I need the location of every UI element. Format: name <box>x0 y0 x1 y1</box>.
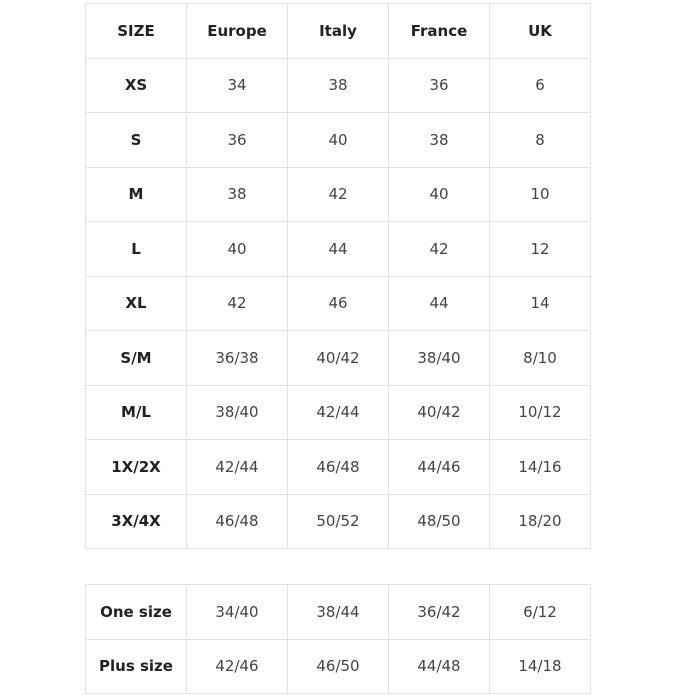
size-value-cell: 48/50 <box>388 493 490 549</box>
column-header: UK <box>489 3 591 59</box>
size-value-cell: 34 <box>186 57 288 113</box>
size-value-cell: 42 <box>186 275 288 331</box>
table-row: M/L 38/40 42/44 40/42 10/12 <box>85 384 591 440</box>
size-value-cell: 14/18 <box>489 638 591 694</box>
table-row: M 38 42 40 10 <box>85 166 591 222</box>
size-value-cell: 38 <box>287 57 389 113</box>
size-value-cell: 36/38 <box>186 330 288 386</box>
table-row: Plus size 42/46 46/50 44/48 14/18 <box>85 638 591 694</box>
size-value-cell: 38/44 <box>287 584 389 640</box>
column-header: SIZE <box>85 3 187 59</box>
size-value-cell: 40/42 <box>287 330 389 386</box>
size-label-cell: One size <box>85 584 187 640</box>
table-row: XL 42 46 44 14 <box>85 275 591 331</box>
size-value-cell: 42 <box>287 166 389 222</box>
size-value-cell: 14/16 <box>489 439 591 495</box>
size-value-cell: 46/50 <box>287 638 389 694</box>
size-value-cell: 6/12 <box>489 584 591 640</box>
size-label-cell: M/L <box>85 384 187 440</box>
size-label-cell: 3X/4X <box>85 493 187 549</box>
size-value-cell: 42/44 <box>287 384 389 440</box>
table-row: 3X/4X 46/48 50/52 48/50 18/20 <box>85 493 591 549</box>
size-value-cell: 42 <box>388 221 490 277</box>
table-row: S 36 40 38 8 <box>85 112 591 168</box>
header-row: SIZE Europe Italy France UK <box>85 3 591 59</box>
size-value-cell: 40 <box>287 112 389 168</box>
size-value-cell: 42/44 <box>186 439 288 495</box>
size-value-cell: 44 <box>388 275 490 331</box>
size-value-cell: 8/10 <box>489 330 591 386</box>
size-value-cell: 8 <box>489 112 591 168</box>
size-label-cell: S/M <box>85 330 187 386</box>
size-label-cell: L <box>85 221 187 277</box>
column-header: Italy <box>287 3 389 59</box>
size-value-cell: 44/48 <box>388 638 490 694</box>
column-header: Europe <box>186 3 288 59</box>
size-value-cell: 36/42 <box>388 584 490 640</box>
size-value-cell: 40/42 <box>388 384 490 440</box>
size-label-cell: M <box>85 166 187 222</box>
size-value-cell: 38/40 <box>186 384 288 440</box>
table-row: XS 34 38 36 6 <box>85 57 591 113</box>
size-value-cell: 44/46 <box>388 439 490 495</box>
size-value-cell: 18/20 <box>489 493 591 549</box>
table-row: L 40 44 42 12 <box>85 221 591 277</box>
size-label-cell: XS <box>85 57 187 113</box>
size-value-cell: 6 <box>489 57 591 113</box>
size-value-cell: 38 <box>186 166 288 222</box>
size-label-cell: S <box>85 112 187 168</box>
size-value-cell: 36 <box>186 112 288 168</box>
size-label-cell: 1X/2X <box>85 439 187 495</box>
special-sizes-table: One size 34/40 38/44 36/42 6/12 Plus size 42/4… <box>85 584 591 694</box>
size-value-cell: 44 <box>287 221 389 277</box>
size-value-cell: 10 <box>489 166 591 222</box>
size-value-cell: 38 <box>388 112 490 168</box>
size-value-cell: 40 <box>388 166 490 222</box>
size-value-cell: 50/52 <box>287 493 389 549</box>
size-value-cell: 46/48 <box>186 493 288 549</box>
size-label-cell: Plus size <box>85 638 187 694</box>
size-value-cell: 12 <box>489 221 591 277</box>
size-value-cell: 10/12 <box>489 384 591 440</box>
table-row: S/M 36/38 40/42 38/40 8/10 <box>85 330 591 386</box>
size-value-cell: 40 <box>186 221 288 277</box>
size-value-cell: 42/46 <box>186 638 288 694</box>
size-value-cell: 46 <box>287 275 389 331</box>
size-value-cell: 14 <box>489 275 591 331</box>
size-value-cell: 34/40 <box>186 584 288 640</box>
column-header: France <box>388 3 490 59</box>
size-value-cell: 38/40 <box>388 330 490 386</box>
size-chart-table: SIZE Europe Italy France UK XS 34 38 36 6 S 36 40 38… <box>85 3 591 549</box>
table-row: 1X/2X 42/44 46/48 44/46 14/16 <box>85 439 591 495</box>
table-row: One size 34/40 38/44 36/42 6/12 <box>85 584 591 640</box>
size-value-cell: 36 <box>388 57 490 113</box>
size-label-cell: XL <box>85 275 187 331</box>
size-value-cell: 46/48 <box>287 439 389 495</box>
